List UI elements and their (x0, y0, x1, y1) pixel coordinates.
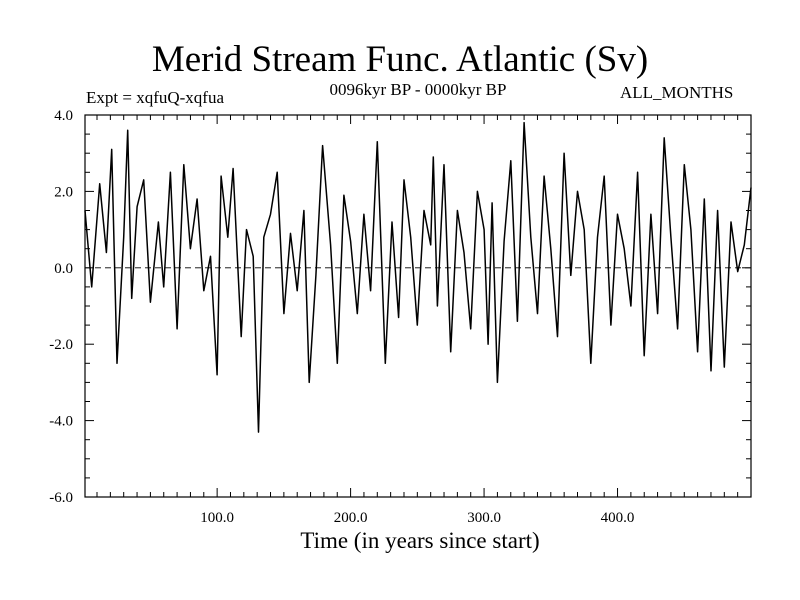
chart-title: Merid Stream Func. Atlantic (Sv) (151, 39, 649, 80)
x-tick-label: 200.0 (334, 510, 368, 526)
season-label: ALL_MONTHS (620, 83, 734, 102)
y-tick-label: 0.0 (54, 261, 73, 277)
series-layer (84, 121, 752, 433)
y-tick-label: -4.0 (49, 414, 73, 430)
y-tick-label: -2.0 (49, 337, 73, 353)
period-label: 0096kyr BP - 0000kyr BP (329, 80, 507, 99)
x-tick-label: 100.0 (200, 510, 234, 526)
plot-frame (84, 114, 752, 498)
ticks-layer: 4.0 2.0 0.0 -2.0 -4.0 -6.0 100.0 200.0 300.0 400.… (49, 108, 751, 526)
x-tick-label: 400.0 (601, 510, 635, 526)
series-line (84, 121, 752, 433)
x-axis-label: Time (in years since start) (300, 528, 540, 553)
y-tick-label: -6.0 (49, 490, 73, 506)
y-tick-label: 4.0 (54, 108, 73, 124)
y-tick-label: 2.0 (54, 184, 73, 200)
experiment-label: Expt = xqfuQ-xqfua (86, 88, 225, 107)
x-tick-label: 300.0 (467, 510, 501, 526)
